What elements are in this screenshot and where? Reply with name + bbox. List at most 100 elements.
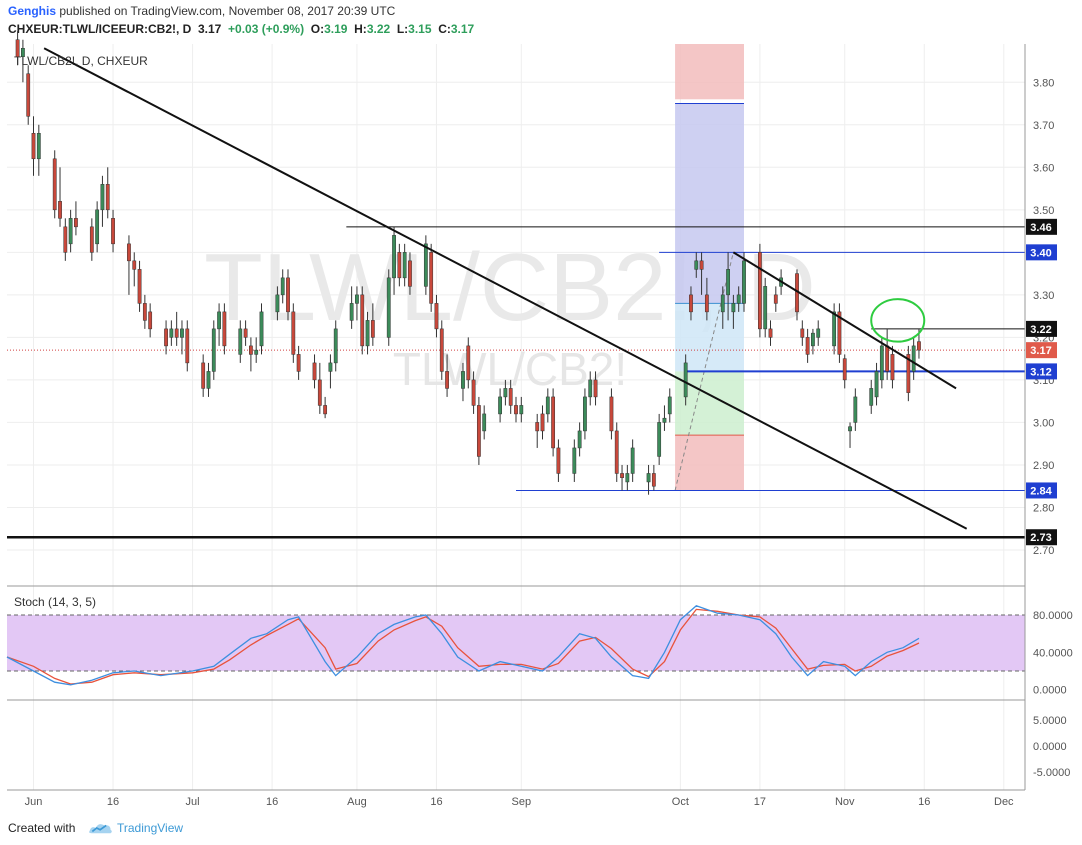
chart-symbol-label: TLWL/CB2!, D, CHXEUR xyxy=(14,54,148,68)
watermark-small: TLWL/CB2! xyxy=(393,343,627,395)
candle-body xyxy=(52,158,57,211)
candle xyxy=(853,388,858,431)
candle xyxy=(869,379,874,414)
candle xyxy=(169,320,174,346)
time-tick-label: Nov xyxy=(835,796,855,808)
candles xyxy=(15,31,921,495)
trend-lines xyxy=(43,47,968,530)
stoch-indicator xyxy=(6,604,920,686)
created-with-text: Created with xyxy=(8,821,76,835)
candle xyxy=(514,396,518,423)
candle-body xyxy=(514,405,518,415)
time-tick-label: 16 xyxy=(266,796,278,808)
candle xyxy=(164,320,168,355)
candle xyxy=(848,422,852,448)
candle xyxy=(89,218,94,261)
candle-body xyxy=(31,133,36,160)
candle-body xyxy=(89,226,94,253)
candle-body xyxy=(609,396,614,432)
candle xyxy=(392,226,396,295)
candle xyxy=(906,345,911,402)
candle xyxy=(874,362,879,406)
candle xyxy=(466,337,471,389)
candle-body xyxy=(498,396,502,415)
candle xyxy=(890,345,895,389)
candle-body xyxy=(142,303,147,321)
candle-body xyxy=(286,277,290,313)
candle xyxy=(249,337,253,372)
price-label-text: 2.84 xyxy=(1030,485,1052,497)
price-label-text: 3.40 xyxy=(1030,247,1051,259)
pane-borders xyxy=(7,44,1026,791)
stoch-label: Stoch (14, 3, 5) xyxy=(14,595,96,609)
time-tick-label: Jun xyxy=(25,796,43,808)
candle-body xyxy=(217,311,221,330)
candle-body xyxy=(148,311,153,330)
candle-body xyxy=(105,184,110,211)
candle xyxy=(100,175,105,227)
price-tick-label: 2.70 xyxy=(1033,545,1054,557)
candle-body xyxy=(503,388,508,398)
candle xyxy=(609,388,614,440)
candle-body xyxy=(328,362,333,372)
candle-body xyxy=(758,252,762,330)
candle xyxy=(593,371,598,406)
candle xyxy=(583,388,587,440)
candle xyxy=(667,388,672,423)
candle-body xyxy=(360,294,365,347)
candle xyxy=(52,150,57,219)
candle-body xyxy=(471,379,476,406)
candle xyxy=(280,269,285,304)
candle-body xyxy=(355,294,359,304)
candle xyxy=(439,320,444,380)
candle xyxy=(105,167,110,219)
tradingview-brand-link[interactable]: TradingView xyxy=(117,821,184,835)
candle-body xyxy=(296,354,301,372)
candle xyxy=(286,269,290,321)
time-axis[interactable]: Jun 16 Jul 16 Aug 16 Sep Oct 17 Nov 16 Dec xyxy=(25,796,1014,808)
time-tick-label: 16 xyxy=(918,796,930,808)
candle xyxy=(243,320,248,346)
candle xyxy=(540,405,545,440)
price-label-tag: 3.46 xyxy=(1026,218,1057,235)
low-label: L: xyxy=(396,22,409,36)
candle xyxy=(36,124,41,176)
candle xyxy=(620,464,624,491)
candle xyxy=(445,354,449,397)
candle-body xyxy=(323,405,328,415)
time-tick-label: Dec xyxy=(994,796,1014,808)
candle xyxy=(15,31,20,66)
candle-body xyxy=(620,473,624,478)
price-chart[interactable]: TLWL/CB2!, D TLWL/CB2! 3.803.703.603.503… xyxy=(0,0,1082,813)
candle xyxy=(312,354,317,389)
candle xyxy=(254,337,259,363)
candle xyxy=(328,354,333,389)
price-axis[interactable]: 3.803.703.603.503.403.303.203.103.002.90… xyxy=(1026,77,1073,779)
candle xyxy=(625,464,630,491)
price-label-text: 3.12 xyxy=(1030,366,1051,378)
price-label-tag: 3.22 xyxy=(1026,320,1057,337)
candle-body xyxy=(731,303,736,313)
candle xyxy=(805,328,810,363)
candle-body xyxy=(519,405,524,415)
target-ellipse xyxy=(870,298,926,343)
candle-body xyxy=(736,294,741,304)
price-label-bg xyxy=(1026,218,1057,235)
candle-body xyxy=(201,362,206,389)
candle xyxy=(503,379,508,406)
candle xyxy=(397,243,402,287)
candle xyxy=(365,311,370,355)
candle-body xyxy=(15,39,20,58)
candle xyxy=(333,320,338,372)
price-tick-label: 3.30 xyxy=(1033,290,1054,302)
candle-body xyxy=(423,243,428,287)
candle-body xyxy=(68,218,73,245)
candle xyxy=(535,413,540,448)
candle-body xyxy=(439,328,444,372)
author-link[interactable]: Genghis xyxy=(8,4,57,18)
candle xyxy=(577,422,582,457)
candle xyxy=(498,388,502,423)
time-tick-label: Sep xyxy=(512,796,532,808)
candle-body xyxy=(683,362,688,398)
price-label-bg xyxy=(1026,482,1057,499)
